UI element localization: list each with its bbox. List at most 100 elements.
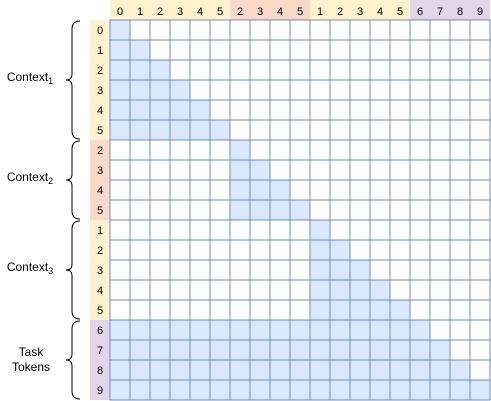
row-header-label: 2: [97, 65, 103, 77]
mask-cell-attended: [429, 379, 451, 401]
mask-cell-attended: [369, 319, 391, 341]
mask-cell-empty: [169, 239, 191, 261]
mask-cell-empty: [129, 239, 151, 261]
mask-cell-empty: [389, 159, 411, 181]
mask-cell-attended: [289, 199, 311, 221]
mask-cell-empty: [349, 239, 371, 261]
column-header-label: 2: [337, 6, 343, 18]
mask-cell-empty: [389, 59, 411, 81]
mask-cell-empty: [409, 99, 431, 121]
mask-cell-empty: [389, 219, 411, 241]
row-header-label: 4: [97, 185, 103, 197]
mask-cell-attended: [109, 19, 131, 41]
mask-cell-attended: [369, 379, 391, 401]
column-header-cell: [270, 0, 290, 20]
mask-cell-attended: [129, 39, 151, 61]
mask-cell-attended: [289, 339, 311, 361]
mask-cell-attended: [309, 379, 331, 401]
row-header-cell: [90, 280, 110, 300]
mask-cell-empty: [469, 19, 491, 41]
mask-cell-empty: [429, 319, 451, 341]
segment-brace: [65, 320, 81, 400]
row-header-label: 7: [97, 345, 103, 357]
row-header-label: 2: [97, 145, 103, 157]
mask-cell-empty: [229, 259, 251, 281]
column-header-label: 1: [137, 6, 143, 18]
mask-cell-empty: [189, 199, 211, 221]
column-header-label: 1: [317, 6, 323, 18]
mask-cell-empty: [229, 99, 251, 121]
mask-cell-empty: [429, 159, 451, 181]
mask-cell-attended: [169, 79, 191, 101]
mask-cell-attended: [129, 79, 151, 101]
mask-cell-empty: [249, 239, 271, 261]
mask-cell-attended: [209, 339, 231, 361]
mask-cell-empty: [409, 79, 431, 101]
mask-cell-attended: [169, 319, 191, 341]
mask-cell-empty: [209, 79, 231, 101]
mask-cell-empty: [129, 159, 151, 181]
mask-cell-attended: [309, 319, 331, 341]
mask-cell-empty: [169, 19, 191, 41]
mask-cell-attended: [229, 339, 251, 361]
mask-cell-empty: [429, 19, 451, 41]
mask-cell-empty: [269, 139, 291, 161]
mask-cell-empty: [129, 199, 151, 221]
mask-cell-attended: [349, 259, 371, 281]
mask-cell-attended: [169, 379, 191, 401]
mask-cell-empty: [269, 159, 291, 181]
mask-cell-empty: [329, 159, 351, 181]
mask-cell-empty: [249, 99, 271, 121]
mask-cell-empty: [349, 79, 371, 101]
mask-cell-empty: [449, 339, 471, 361]
mask-cell-attended: [229, 379, 251, 401]
mask-cell-attended: [129, 119, 151, 141]
mask-cell-attended: [129, 99, 151, 121]
mask-cell-empty: [189, 19, 211, 41]
row-header-label: 1: [97, 45, 103, 57]
row-header-cell: [90, 80, 110, 100]
column-header-label: 3: [257, 6, 263, 18]
mask-cell-empty: [429, 79, 451, 101]
mask-cell-empty: [129, 299, 151, 321]
column-header-cell: [110, 0, 130, 20]
mask-cell-empty: [289, 119, 311, 141]
row-header-cell: [90, 160, 110, 180]
mask-cell-empty: [289, 39, 311, 61]
mask-cell-empty: [269, 239, 291, 261]
mask-cell-attended: [409, 319, 431, 341]
mask-cell-empty: [449, 79, 471, 101]
column-header-label: 8: [457, 6, 463, 18]
row-header-cell: [90, 20, 110, 40]
mask-cell-empty: [309, 59, 331, 81]
mask-cell-attended: [109, 39, 131, 61]
mask-cell-empty: [269, 119, 291, 141]
mask-cell-empty: [389, 259, 411, 281]
column-header-cell: [370, 0, 390, 20]
mask-cell-empty: [349, 199, 371, 221]
mask-cell-empty: [249, 19, 271, 41]
row-header-label: 5: [97, 125, 103, 137]
row-header-cell: [90, 120, 110, 140]
column-header-cell: [290, 0, 310, 20]
mask-cell-attended: [249, 199, 271, 221]
mask-cell-empty: [389, 79, 411, 101]
segment-brace: [65, 20, 81, 140]
mask-cell-empty: [469, 119, 491, 141]
row-header-label: 4: [97, 285, 103, 297]
mask-cell-empty: [429, 99, 451, 121]
column-header-label: 2: [157, 6, 163, 18]
mask-cell-empty: [149, 299, 171, 321]
mask-cell-empty: [309, 159, 331, 181]
row-header-cell: [90, 240, 110, 260]
mask-cell-empty: [429, 179, 451, 201]
mask-cell-attended: [189, 119, 211, 141]
mask-cell-empty: [109, 279, 131, 301]
mask-cell-empty: [269, 259, 291, 281]
column-header-cell: [430, 0, 450, 20]
mask-cell-empty: [469, 199, 491, 221]
mask-cell-empty: [129, 139, 151, 161]
mask-cell-empty: [449, 159, 471, 181]
mask-cell-empty: [289, 239, 311, 261]
